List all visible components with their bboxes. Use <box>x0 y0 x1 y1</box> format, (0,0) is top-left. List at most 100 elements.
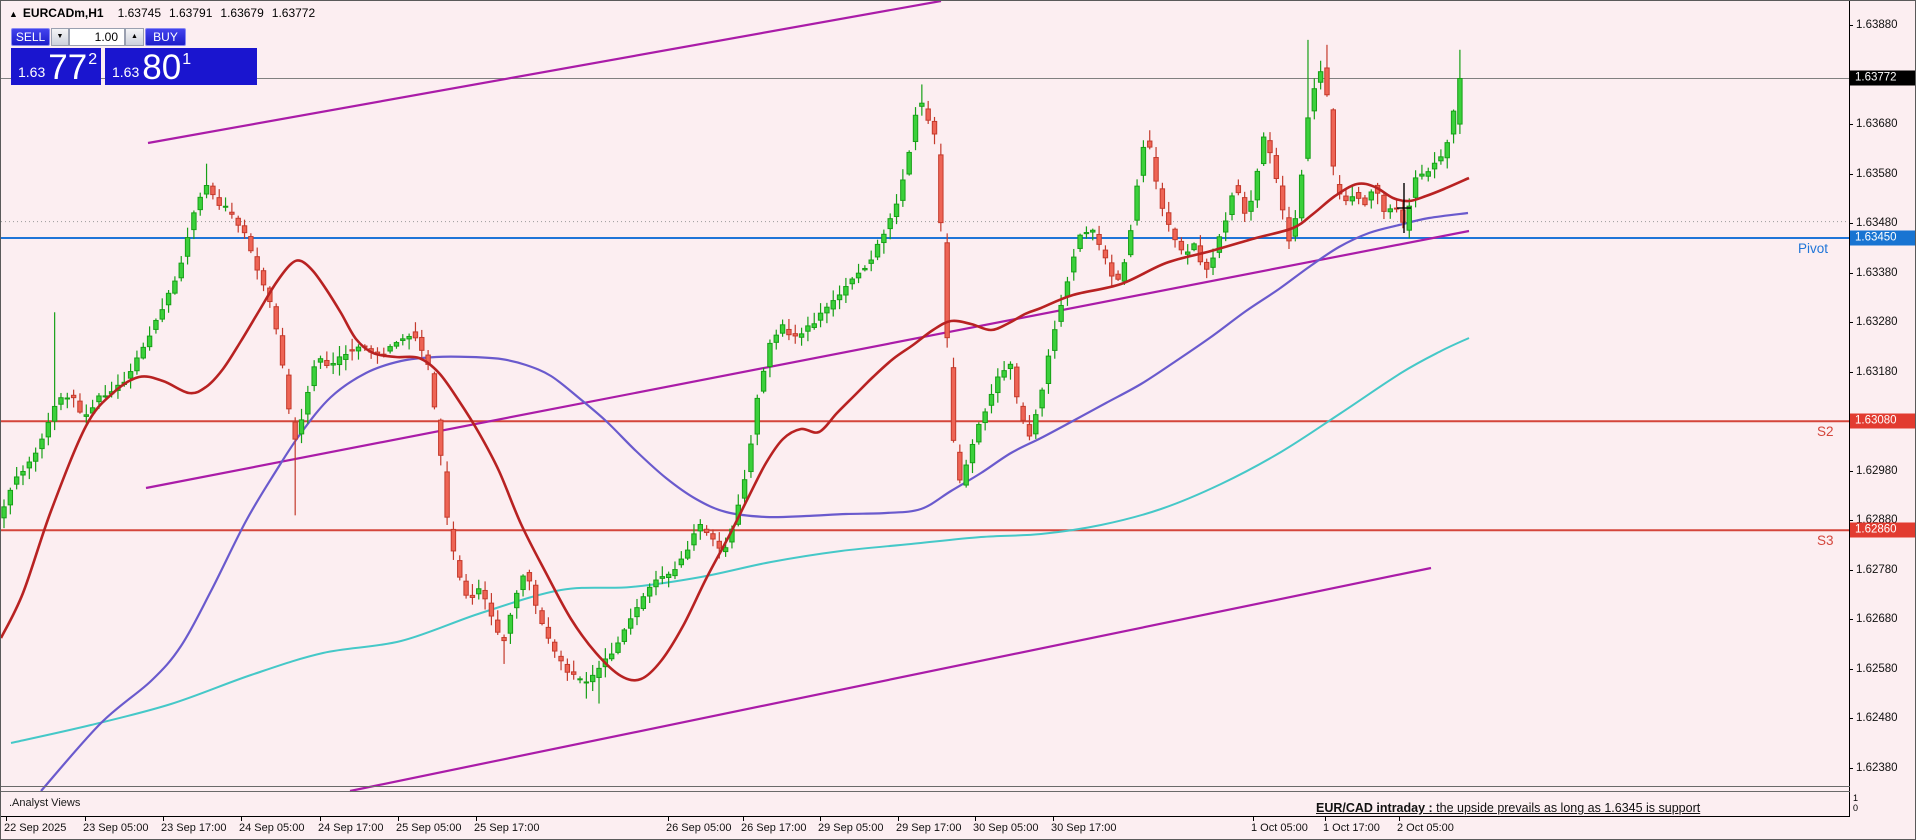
ma-cyan[interactable] <box>10 337 1470 744</box>
s3-level-label[interactable]: S3 <box>1817 533 1834 549</box>
price-axis-label: 1.63580 <box>1856 167 1898 180</box>
ask-big-digits: 80 <box>142 48 182 87</box>
price-axis-label: 1.62680 <box>1856 613 1898 626</box>
time-tick <box>476 817 477 821</box>
price-tick <box>1849 371 1853 373</box>
subwindow-scale: 1 0 <box>1853 793 1858 813</box>
time-tick <box>975 817 976 821</box>
price-tick <box>1849 470 1853 472</box>
time-axis-label: 30 Sep 05:00 <box>973 822 1039 834</box>
price-tick <box>1849 25 1853 26</box>
time-axis-line <box>1 816 1850 817</box>
time-axis-label: 25 Sep 17:00 <box>474 822 540 834</box>
time-axis-label: 24 Sep 17:00 <box>318 822 384 834</box>
price-axis-label: 1.63480 <box>1856 217 1898 230</box>
time-tick <box>6 817 7 821</box>
ask-pip-digit: 1 <box>182 51 192 68</box>
ma-red[interactable] <box>1 176 1470 682</box>
quote-open: 1.63745 <box>117 6 161 20</box>
price-tick <box>1849 520 1853 522</box>
time-tick <box>85 817 86 821</box>
bid-prefix: 1.63 <box>18 64 46 80</box>
quote-close: 1.63772 <box>271 6 316 20</box>
time-tick <box>898 817 899 821</box>
price-tick <box>1849 668 1853 670</box>
price-axis-label: 1.62480 <box>1856 712 1898 725</box>
price-axis-label: 1.63180 <box>1856 365 1898 378</box>
price-badge-support: 1.63080 <box>1850 413 1915 429</box>
price-tick <box>1849 569 1853 571</box>
chart-title: ▲ EURCADm,H1 1.63745 1.63791 1.63679 1.63772 <box>9 6 323 20</box>
price-axis-label: 1.63380 <box>1856 266 1898 279</box>
subwindow-scale-bottom: 0 <box>1853 803 1859 813</box>
subwindow-separator-lower <box>1 791 1850 792</box>
indicator-window-label: .Analyst Views <box>9 797 81 809</box>
price-tick <box>1849 718 1853 720</box>
quote-low: 1.63679 <box>220 6 264 20</box>
time-tick <box>163 817 164 821</box>
time-axis-label: 29 Sep 05:00 <box>818 822 884 834</box>
price-tick <box>1849 767 1853 769</box>
analyst-headline[interactable]: EUR/CAD intraday : the upside prevails a… <box>1316 801 1700 815</box>
pivot-level-label[interactable]: Pivot <box>1798 240 1829 256</box>
price-axis-label: 1.63880 <box>1856 19 1898 31</box>
time-axis-label: 1 Oct 05:00 <box>1251 822 1308 834</box>
time-tick <box>820 817 821 821</box>
subwindow-scale-top: 1 <box>1853 793 1859 803</box>
collapse-icon[interactable]: ▲ <box>9 9 18 19</box>
price-axis-label: 1.62380 <box>1856 761 1898 774</box>
time-tick <box>241 817 242 821</box>
trendline-2[interactable] <box>145 229 1470 490</box>
time-tick <box>398 817 399 821</box>
time-tick <box>1399 817 1400 821</box>
trendline-1[interactable] <box>147 1 942 145</box>
price-axis-label: 1.62580 <box>1856 662 1898 675</box>
time-axis-label: 26 Sep 17:00 <box>741 822 807 834</box>
bid-pip-digit: 2 <box>88 51 98 68</box>
volume-increase-button[interactable]: ▲ <box>125 28 144 46</box>
time-tick <box>1053 817 1054 821</box>
s2-level-label[interactable]: S2 <box>1817 424 1834 440</box>
time-axis-label: 24 Sep 05:00 <box>239 822 305 834</box>
price-axis-label: 1.62980 <box>1856 464 1898 477</box>
volume-input[interactable]: 1.00 <box>69 28 125 46</box>
price-tick <box>1849 223 1853 225</box>
quote-high: 1.63791 <box>169 6 213 20</box>
price-tick <box>1849 173 1853 175</box>
ma-slate[interactable] <box>40 211 1469 792</box>
time-axis-label: 23 Sep 17:00 <box>161 822 227 834</box>
analyst-headline-text: the upside prevails as long as 1.6345 is… <box>1432 801 1701 815</box>
time-tick <box>668 817 669 821</box>
time-axis-label: 30 Sep 17:00 <box>1051 822 1117 834</box>
time-tick <box>743 817 744 821</box>
time-axis-label: 23 Sep 05:00 <box>83 822 149 834</box>
ask-price-panel[interactable]: 1.63 80 1 <box>105 48 257 85</box>
buy-button[interactable]: BUY <box>145 28 186 46</box>
time-tick <box>1253 817 1254 821</box>
price-axis-line <box>1849 1 1850 817</box>
subwindow-separator[interactable] <box>1 786 1850 787</box>
price-axis-label: 1.62780 <box>1856 563 1898 576</box>
time-axis-label: 25 Sep 05:00 <box>396 822 462 834</box>
price-badge-last: 1.63772 <box>1850 70 1915 86</box>
price-badge-support: 1.62860 <box>1850 522 1915 538</box>
time-axis-label: 26 Sep 05:00 <box>666 822 732 834</box>
sell-button[interactable]: SELL <box>11 28 50 46</box>
time-tick <box>1325 817 1326 821</box>
price-tick <box>1849 272 1853 274</box>
price-badge-pivot: 1.63450 <box>1850 230 1915 246</box>
price-tick <box>1849 619 1853 621</box>
bid-price-panel[interactable]: 1.63 77 2 <box>11 48 101 85</box>
trendline-3[interactable] <box>349 566 1432 793</box>
price-tick <box>1849 322 1853 324</box>
time-axis-label: 1 Oct 17:00 <box>1323 822 1380 834</box>
volume-decrease-button[interactable]: ▼ <box>51 28 69 46</box>
time-axis-label: 2 Oct 05:00 <box>1397 822 1454 834</box>
price-tick <box>1849 124 1853 126</box>
ask-prefix: 1.63 <box>112 64 140 80</box>
time-axis-label: 29 Sep 17:00 <box>896 822 962 834</box>
analyst-headline-pair: EUR/CAD intraday : <box>1316 801 1433 815</box>
price-axis-label: 1.63680 <box>1856 118 1898 131</box>
